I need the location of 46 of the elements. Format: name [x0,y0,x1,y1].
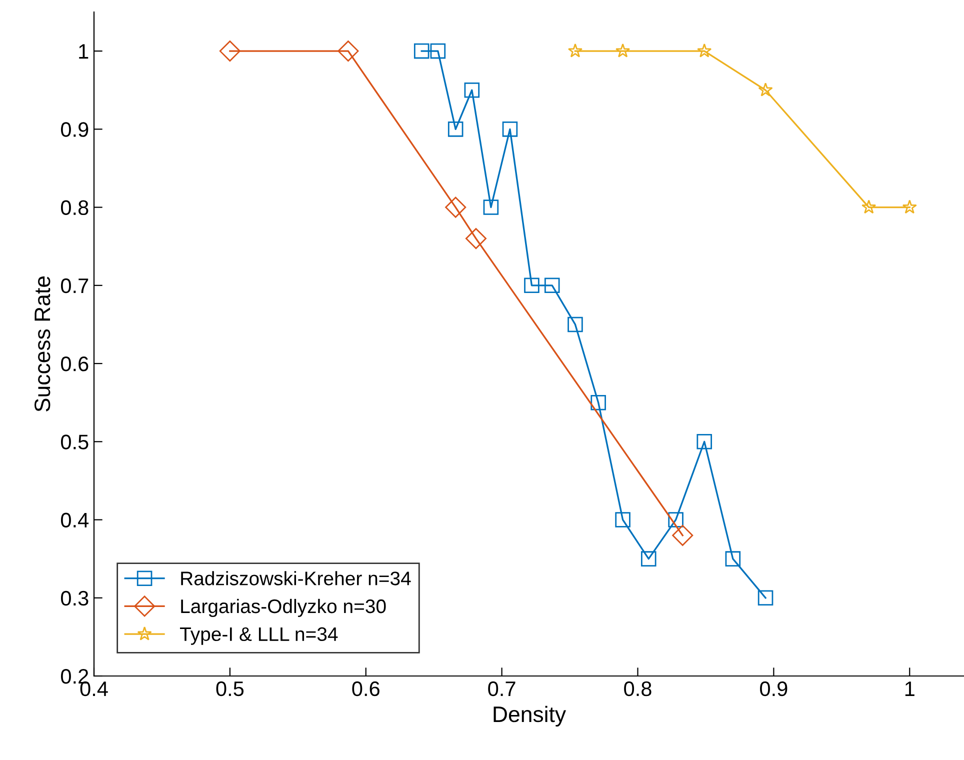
x-tick-label: 0.9 [760,681,788,696]
point [590,394,606,410]
point [568,43,583,58]
point [568,316,583,332]
point [616,43,630,58]
y-tick-label: 0.3 [60,590,88,606]
legend-label: Largarias-Odlyzko n=30 [181,598,386,618]
point [502,122,518,137]
x-axis-title: Density [494,706,566,727]
y-tick-label: 0.8 [60,200,88,216]
y-tick-label: 1 [79,44,88,59]
point [758,82,773,96]
y-tick-label: 0.9 [60,122,88,137]
point [862,200,876,214]
y-axis-title: Success Rate [34,276,50,412]
x-tick-label: 1 [905,682,914,696]
point [615,512,630,528]
y-tick-label: 0.7 [60,278,88,294]
point [464,82,480,98]
y-tick-label: 0.5 [60,434,88,450]
legend-label: Type-I & LLL n=34 [180,627,338,645]
point [902,200,917,214]
point [544,278,560,294]
point [445,196,466,218]
point [668,512,684,528]
point [465,228,486,250]
point [219,40,240,62]
point [696,434,712,450]
y-tick-label: 0.4 [60,512,89,528]
y-tick-label: 0.6 [60,356,88,372]
point [448,122,464,137]
point [758,590,774,606]
point [672,524,694,546]
point [524,278,540,294]
point [725,551,741,566]
point [697,43,712,58]
x-tick-label: 0.8 [624,681,652,696]
point [338,40,359,62]
x-tick-label: 0.5 [216,681,244,696]
point [430,43,446,59]
x-tick-label: 0.7 [488,681,516,696]
point [414,43,430,59]
legend-label: Radziszowski-Kreher n=34 [181,571,411,586]
point [483,200,499,215]
point [640,551,656,566]
x-tick-label: 0.6 [352,681,380,696]
